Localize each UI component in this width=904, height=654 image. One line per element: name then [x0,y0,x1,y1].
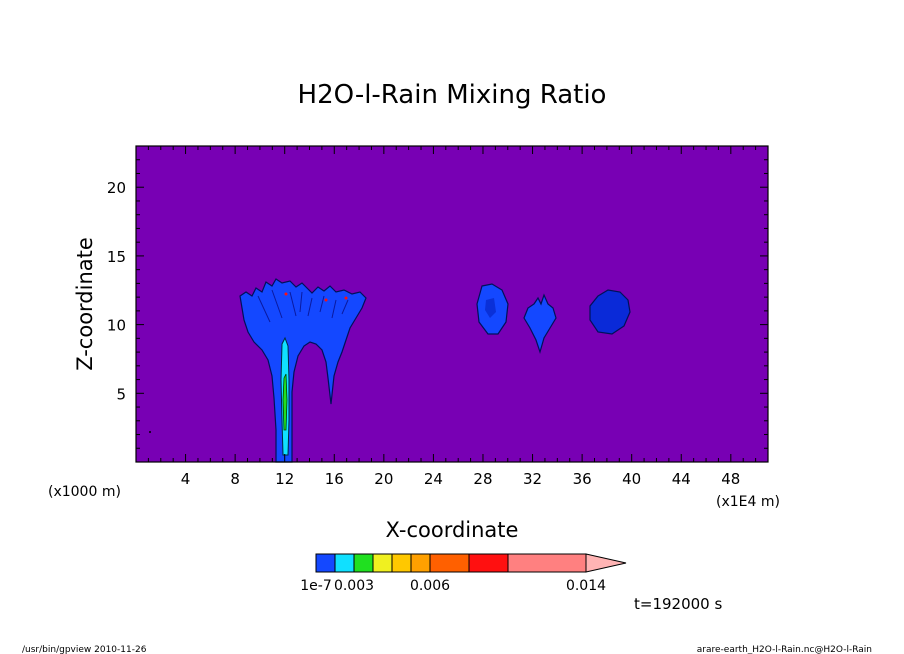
x-unit-right-label: (x1E4 m) [716,494,780,510]
contour-speckle [344,296,348,300]
x-tick-label: 48 [721,470,740,488]
footer-left: /usr/bin/gpview 2010-11-26 [22,645,147,654]
y-tick-label: 5 [116,385,126,403]
footer-right: arare-earth_H2O-l-Rain.nc@H2O-l-Rain [697,645,872,654]
x-tick-label: 36 [573,470,592,488]
x-tick-label: 44 [672,470,691,488]
contour-speckle [324,298,328,302]
x-tick-label: 28 [473,470,492,488]
x-tick-label: 40 [622,470,641,488]
x-tick-label: 4 [181,470,191,488]
x-axis-label: X-coordinate [386,518,519,542]
contour-cell-38 [589,289,631,335]
colorbar-segment [468,553,509,573]
y-axis-label: Z-coordinate [73,237,97,371]
y-tick-label: 10 [107,317,126,335]
contour-main-cell-core-inner [282,373,288,431]
colorbar-label: 1e-7 [300,578,331,594]
x-tick-label: 8 [230,470,240,488]
x-tick-label: 20 [374,470,393,488]
time-label: t=192000 s [634,595,722,613]
colorbar-label: 0.003 [334,578,374,594]
colorbar-segment [334,553,355,573]
x-tick-label: 32 [523,470,542,488]
colorbar-segment [429,553,470,573]
colorbar-segment [507,553,587,573]
colorbar-label: 0.006 [410,578,450,594]
y-tick-label: 15 [107,248,126,266]
colorbar-label: 0.014 [566,578,606,594]
colorbar-segment [353,553,374,573]
contour-cell-28-inner [485,298,496,318]
contour-speckle [149,431,151,433]
colorbar-segment [410,553,431,573]
colorbar-segment [372,553,393,573]
contour-cell-32 [523,293,557,355]
colorbar-segment [391,553,412,573]
contour-speckle [284,292,288,296]
plot-area [136,146,768,462]
y-tick-label: 20 [107,179,126,197]
x-unit-left-label: (x1000 m) [48,484,121,500]
colorbar-segment [315,553,336,573]
contour-main-cell-streak-1 [257,289,349,323]
contour-main-cell-outer [239,278,367,463]
colorbar-labels: 1e-7 0.003 0.006 0.014 [300,578,606,594]
x-tick-label: 16 [325,470,344,488]
chart-title: H2O-l-Rain Mixing Ratio [298,80,607,110]
x-tick-label: 24 [424,470,443,488]
plot-frame [135,145,769,463]
contour-field [149,278,631,463]
axis-ticks [136,146,768,462]
x-tick-label: 12 [275,470,294,488]
colorbar [315,553,627,573]
colorbar-extend-arrow [585,553,627,573]
